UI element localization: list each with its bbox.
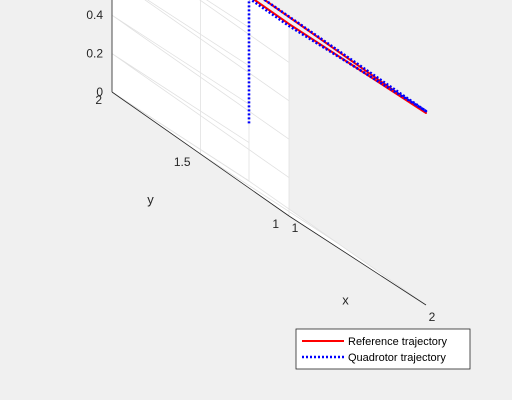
legend-entry-quadrotor: Quadrotor trajectory [348, 352, 446, 364]
z-tick-label: 0.2 [86, 47, 103, 61]
legend-entry-reference: Reference trajectory [348, 336, 448, 348]
legend: Reference trajectory Quadrotor trajector… [295, 328, 471, 370]
x-tick-label: 1 [292, 221, 299, 235]
y-tick-label: 1 [272, 217, 279, 231]
x-tick-label: 2 [429, 310, 436, 324]
legend-box [295, 328, 471, 370]
y-axis-label: y [147, 192, 154, 207]
x-axis-line [288, 215, 427, 306]
z-gridline [144, 0, 290, 102]
reference-trajectory-line [252, 0, 427, 114]
z-tick-label: 0.4 [86, 8, 103, 22]
y-tick-label: 1.5 [174, 155, 191, 169]
x-axis-label: x [342, 293, 349, 308]
z-gridline [199, 0, 290, 63]
z-tick-label: 0 [96, 85, 103, 99]
y-tick-label: 2 [95, 93, 102, 107]
quadrotor-trajectory-line [247, 0, 428, 124]
y-axis-line [111, 91, 290, 217]
right-pane [112, 0, 249, 181]
